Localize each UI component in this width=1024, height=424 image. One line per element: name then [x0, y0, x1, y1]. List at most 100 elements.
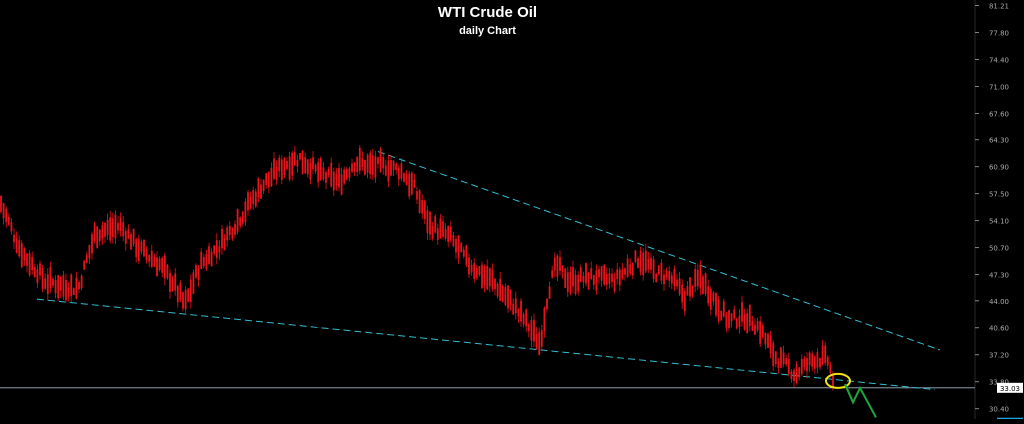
candle	[257, 178, 260, 197]
candle	[369, 152, 372, 175]
candle	[665, 271, 668, 278]
candle	[200, 251, 203, 269]
candle	[208, 246, 210, 265]
price-label-box	[997, 382, 1023, 393]
candle	[36, 269, 39, 284]
candle	[15, 238, 18, 253]
candle	[426, 210, 429, 233]
candle	[104, 222, 106, 237]
candle	[91, 234, 93, 254]
candle	[481, 264, 483, 288]
candle	[644, 250, 647, 272]
candle	[114, 214, 117, 239]
y-tick-label: 64.30	[989, 137, 1009, 145]
candle	[364, 159, 366, 175]
candle	[444, 229, 447, 239]
candle	[676, 279, 678, 287]
candle	[218, 246, 221, 253]
candle	[205, 253, 208, 270]
candle	[668, 271, 671, 281]
candle	[416, 191, 418, 200]
candle	[819, 358, 821, 368]
candle	[759, 321, 762, 344]
candle	[626, 258, 629, 278]
candle	[163, 255, 166, 279]
candle	[527, 324, 530, 331]
candle	[473, 263, 476, 279]
candle	[327, 169, 330, 176]
candle	[720, 310, 723, 321]
candle	[460, 242, 463, 253]
candle	[345, 168, 348, 180]
candle	[41, 268, 44, 290]
candle	[278, 157, 281, 172]
candle	[702, 276, 704, 295]
candle	[465, 245, 468, 265]
candle	[785, 358, 788, 365]
candle	[491, 269, 494, 289]
candle	[226, 227, 229, 241]
candle	[161, 257, 164, 273]
candle	[525, 309, 528, 327]
candle	[447, 226, 450, 242]
candle	[169, 272, 171, 292]
candle	[821, 345, 824, 365]
candle	[322, 167, 325, 179]
candle	[455, 238, 457, 253]
candle	[202, 257, 205, 267]
candle	[707, 286, 710, 304]
candle	[135, 239, 138, 258]
y-tick-label: 57.50	[989, 191, 1009, 199]
candle	[49, 266, 52, 289]
candle	[93, 223, 96, 241]
candle	[52, 278, 54, 286]
candle	[670, 275, 673, 284]
candle	[603, 264, 606, 285]
candle	[319, 157, 322, 180]
candle	[291, 152, 294, 176]
candle	[182, 292, 184, 309]
candle	[470, 265, 473, 273]
candle	[283, 157, 286, 176]
candle	[639, 250, 642, 272]
y-tick-label: 47.30	[989, 272, 1009, 280]
candle	[62, 275, 65, 297]
candle	[553, 257, 556, 271]
candle	[33, 266, 36, 278]
candle	[754, 324, 756, 335]
candle	[574, 274, 577, 295]
candle	[522, 314, 525, 325]
candle	[44, 278, 47, 289]
candle	[301, 150, 304, 175]
candle	[579, 267, 582, 282]
candle	[231, 228, 234, 239]
candle	[769, 335, 772, 354]
y-tick-label: 67.60	[989, 110, 1009, 118]
candle	[577, 274, 580, 292]
y-tick-label: 74.40	[989, 57, 1009, 65]
candle	[13, 234, 15, 243]
candle	[439, 218, 442, 239]
candle	[600, 266, 603, 281]
candle	[166, 264, 169, 279]
candle	[504, 287, 507, 305]
candle	[382, 157, 385, 169]
candle	[787, 359, 790, 375]
candle	[379, 148, 382, 173]
candle	[267, 171, 270, 188]
candle	[179, 282, 182, 300]
candle	[132, 228, 135, 245]
candle	[590, 268, 593, 279]
candle	[761, 325, 764, 338]
candle	[228, 226, 231, 235]
candle	[452, 235, 455, 247]
candle	[743, 314, 746, 330]
candle	[507, 285, 509, 309]
candle	[254, 191, 257, 207]
y-tick-label: 50.70	[989, 245, 1009, 253]
candle	[96, 226, 99, 249]
candle	[171, 278, 174, 291]
candle	[764, 332, 767, 345]
candle	[647, 259, 650, 270]
candle	[366, 154, 369, 173]
